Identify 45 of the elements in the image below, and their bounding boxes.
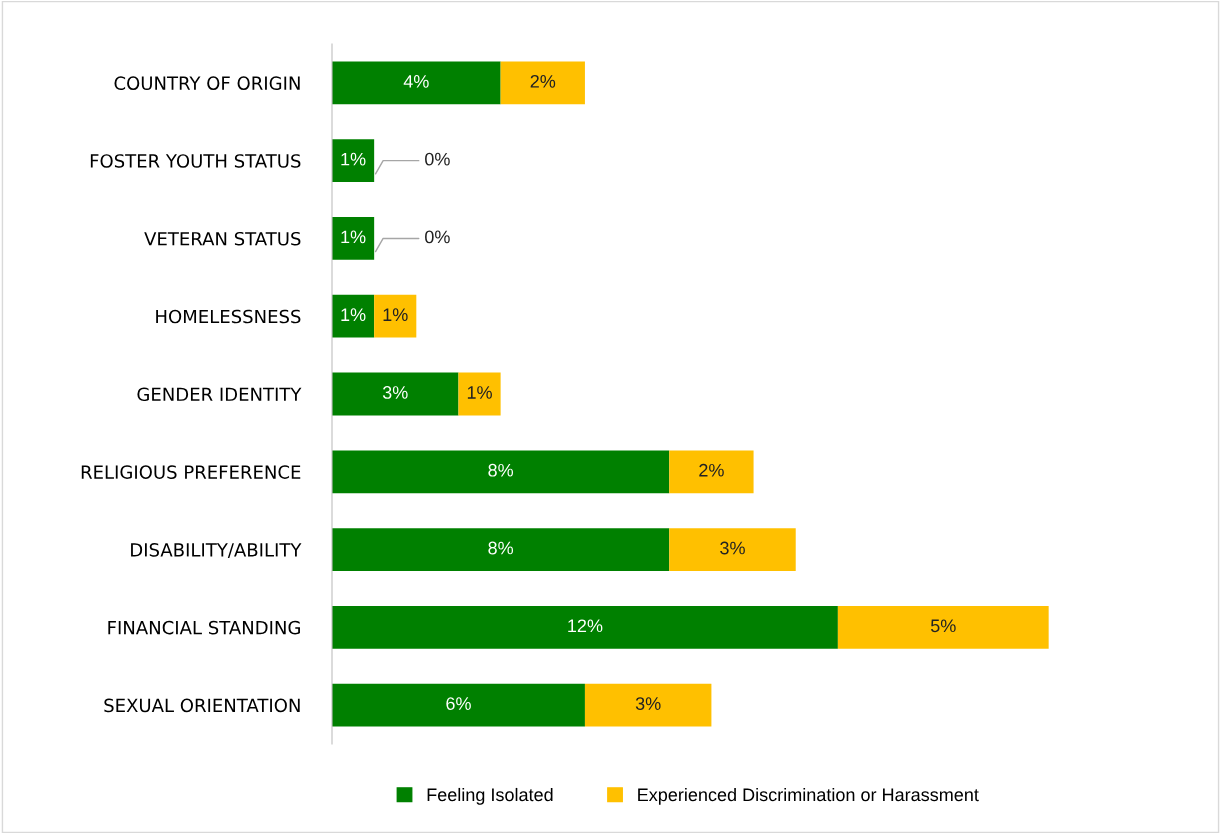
bar — [374, 294, 417, 338]
data-label: 1% — [341, 152, 366, 166]
bar — [669, 450, 754, 494]
bar — [332, 294, 375, 338]
legend-label: Feeling Isolated — [427, 787, 553, 805]
data-label: 1% — [383, 308, 408, 321]
bar — [669, 528, 796, 571]
y-tick-label: SEXUAL ORIENTATION — [104, 698, 300, 713]
bar — [332, 217, 375, 260]
data-label: 5% — [930, 619, 956, 633]
bar — [332, 139, 375, 183]
y-tick-label: DISABILITY/ABILITY — [131, 543, 302, 559]
bar — [584, 683, 712, 727]
y-tick-label: VETERAN STATUS — [144, 231, 301, 246]
data-label: 0% — [425, 152, 450, 166]
data-label: 4% — [403, 75, 429, 88]
bar — [458, 372, 501, 416]
data-label: 12% — [568, 619, 603, 633]
data-label: 1% — [341, 230, 366, 244]
legend-label: Experienced Discrimination or Harassment — [638, 787, 979, 805]
data-label: 3% — [382, 386, 408, 399]
data-label: 0% — [425, 230, 450, 244]
data-label: 2% — [699, 463, 724, 477]
data-label: 1% — [467, 386, 492, 399]
bar — [332, 61, 501, 105]
bar — [332, 372, 459, 416]
data-label: 3% — [635, 697, 661, 710]
data-label: 8% — [488, 463, 514, 477]
bar — [332, 683, 585, 727]
y-tick-label: GENDER IDENTITY — [137, 387, 302, 402]
bar — [332, 450, 670, 494]
data-label: 1% — [341, 308, 366, 321]
bar — [332, 528, 670, 571]
y-tick-label: FINANCIAL STANDING — [108, 620, 300, 635]
data-label: 2% — [530, 74, 556, 88]
bar — [837, 605, 1049, 649]
data-label: 3% — [720, 541, 745, 555]
data-label: 6% — [446, 697, 471, 710]
y-tick-label: HOMELESSNESS — [156, 309, 301, 324]
bar — [332, 605, 838, 649]
y-tick-label: FOSTER YOUTH STATUS — [90, 154, 301, 168]
data-label: 8% — [488, 541, 514, 555]
y-tick-label: RELIGIOUS PREFERENCE — [81, 465, 301, 479]
bar — [500, 61, 585, 105]
y-tick-label: COUNTRY OF ORIGIN — [114, 76, 300, 91]
